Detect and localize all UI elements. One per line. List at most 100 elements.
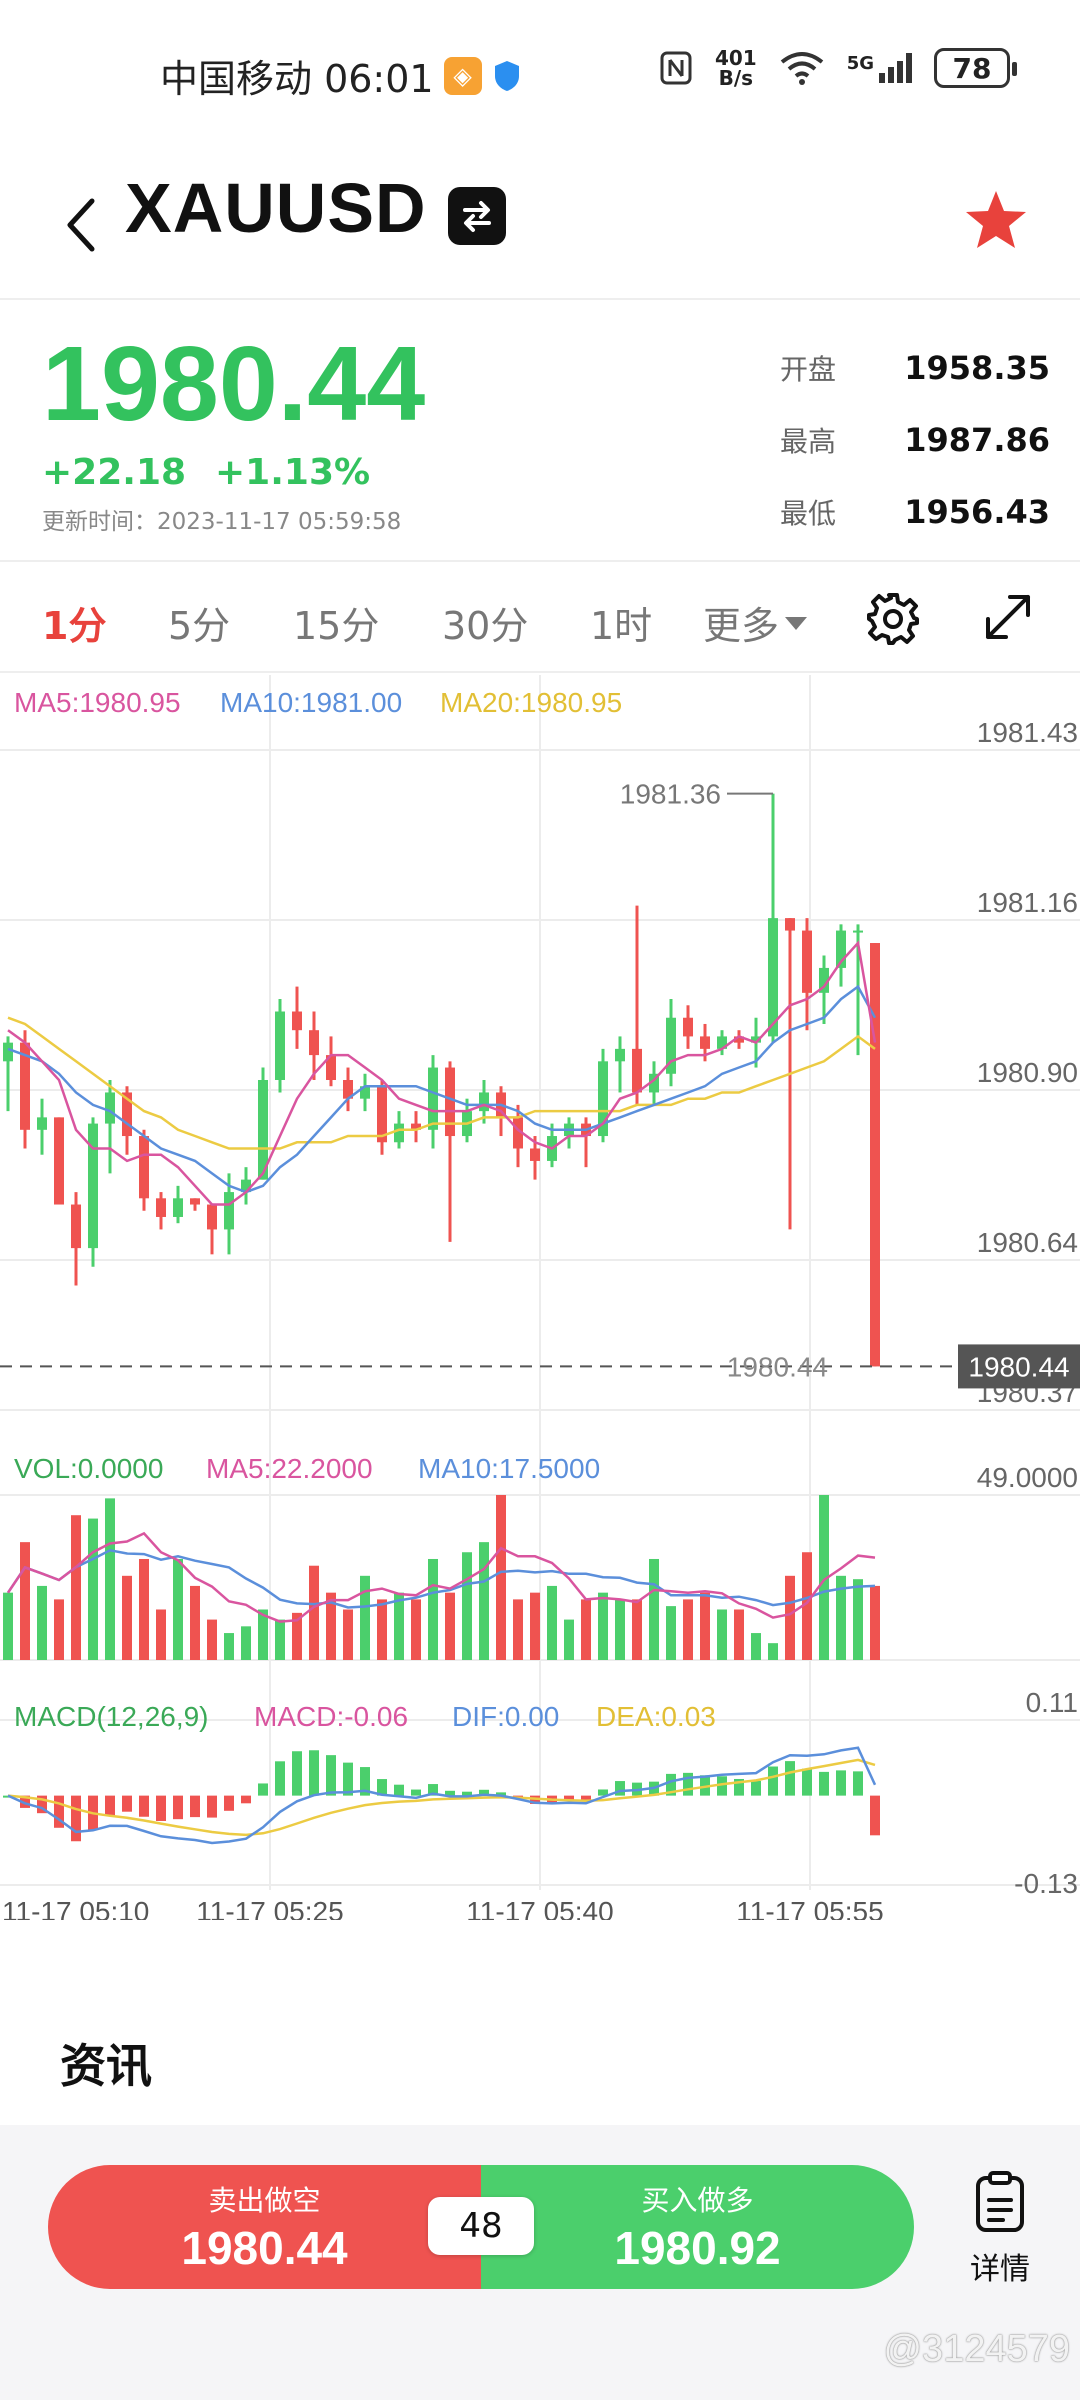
vol-axis-label: 49.0000 <box>977 1462 1078 1493</box>
details-button[interactable]: 详情 <box>955 2170 1045 2290</box>
volume-bar <box>71 1515 81 1660</box>
period-tabs: 1分 5分 15分 30分 1时 更多 <box>0 565 1080 673</box>
macd-bar <box>564 1795 574 1801</box>
candle-body <box>207 1204 217 1230</box>
candle-body <box>394 1123 404 1143</box>
buy-price: 1980.92 <box>614 2222 781 2274</box>
volume-bar <box>649 1558 659 1660</box>
shield-icon <box>494 60 519 91</box>
volume-bar <box>3 1592 13 1660</box>
current-price-tag-bg <box>958 1344 1080 1389</box>
macd-bar <box>734 1778 744 1796</box>
volume-bar <box>105 1498 115 1660</box>
tab-30min[interactable]: 30分 <box>442 604 529 648</box>
macd-bar <box>190 1795 200 1818</box>
candle-body <box>666 1017 676 1074</box>
tab-1hour[interactable]: 1时 <box>590 604 653 648</box>
tab-5min[interactable]: 5分 <box>168 604 231 648</box>
sell-short-button[interactable]: 卖出做空 1980.44 <box>48 2165 481 2289</box>
macd-bar <box>241 1795 251 1804</box>
candle-body <box>3 1042 13 1062</box>
macd-bar <box>54 1795 64 1828</box>
candle-body <box>275 1011 285 1080</box>
macd-bar <box>411 1789 421 1796</box>
macd-bar <box>360 1767 370 1796</box>
macd-axis-bottom: -0.13 <box>1014 1868 1078 1899</box>
ma10-line <box>7 984 877 1194</box>
macd-bar <box>496 1792 506 1796</box>
candle-body <box>836 930 846 968</box>
news-section-title[interactable]: 资讯 <box>60 2039 152 2093</box>
tab-more[interactable]: 更多 <box>703 595 809 650</box>
vol-ma5-legend: MA5:22.2000 <box>206 1453 373 1484</box>
volume-bar <box>666 1606 676 1660</box>
trade-buttons: 卖出做空 1980.44 买入做多 1980.92 <box>48 2165 914 2289</box>
volume-bar <box>343 1609 353 1660</box>
candle-body <box>190 1198 200 1205</box>
carrier-time: 中国移动 06:01 <box>160 57 434 101</box>
candle-body <box>241 1179 251 1193</box>
current-price: 1980.44 <box>42 325 426 443</box>
volume-bar <box>853 1579 863 1660</box>
chevron-left-icon <box>67 198 95 252</box>
buy-long-button[interactable]: 买入做多 1980.92 <box>481 2165 914 2289</box>
symbol-title: XAUUSD <box>125 169 427 247</box>
macd-bar <box>683 1772 693 1796</box>
high-row: 最高 1987.86 <box>780 404 1050 476</box>
watermark: @3124579 <box>883 2328 1070 2370</box>
ma5-legend: MA5:1980.95 <box>14 687 181 718</box>
candle-body <box>139 1136 149 1199</box>
volume-bar <box>241 1626 251 1660</box>
candle-body <box>717 1036 727 1049</box>
volume-bar <box>700 1592 710 1660</box>
candle-body <box>513 1117 523 1149</box>
header: XAUUSD <box>0 150 1080 300</box>
macd-title: MACD(12,26,9) <box>14 1701 209 1732</box>
dea-line <box>7 1758 876 1837</box>
net-speed: 401 B/s <box>714 46 757 90</box>
cell-signal-icon: 5G <box>847 53 912 83</box>
volume-bar <box>258 1609 268 1660</box>
volume-bar <box>20 1542 30 1660</box>
volume-bar <box>615 1599 625 1660</box>
candle-body <box>37 1117 47 1130</box>
macd-bar <box>105 1795 115 1816</box>
low-label: 最低 <box>780 497 837 530</box>
macd-value: MACD:-0.06 <box>254 1701 409 1732</box>
low-row: 最低 1956.43 <box>780 476 1050 548</box>
macd-bar <box>377 1779 387 1796</box>
candle-body <box>479 1092 489 1112</box>
tab-1min[interactable]: 1分 <box>42 604 107 648</box>
volume-bar <box>683 1599 693 1660</box>
volume-bar <box>870 1585 880 1660</box>
price-change-percent: +1.13% <box>215 452 371 493</box>
back-button[interactable] <box>50 180 110 270</box>
macd-axis-top: 0.11 <box>1026 1687 1078 1718</box>
kline-chart[interactable]: 1981.43 1981.16 1980.90 1980.64 1980.37 1981.… <box>0 675 1080 1920</box>
open-row: 开盘 1958.35 <box>780 332 1050 404</box>
open-value: 1958.35 <box>904 349 1050 387</box>
favorite-button[interactable] <box>956 180 1036 260</box>
swap-symbol-button[interactable] <box>448 187 506 245</box>
macd-bar <box>598 1789 608 1796</box>
macd-bar <box>870 1795 880 1836</box>
candle-body <box>802 930 812 993</box>
candle-body <box>411 1123 421 1130</box>
volume-bar <box>751 1633 761 1660</box>
volume-bar <box>88 1518 98 1660</box>
volume-bar <box>292 1612 302 1660</box>
ma20-line <box>7 1016 876 1150</box>
candle-body <box>360 1086 370 1099</box>
candle-body <box>54 1117 64 1205</box>
volume-bar <box>513 1599 523 1660</box>
macd-bar <box>224 1795 234 1811</box>
time-axis-label: 11-17 05:25 <box>196 1896 343 1920</box>
ma20-legend: MA20:1980.95 <box>440 687 623 718</box>
gear-icon[interactable] <box>863 589 923 649</box>
candle-body <box>615 1048 625 1062</box>
fullscreen-icon[interactable] <box>980 589 1036 645</box>
tab-15min[interactable]: 15分 <box>293 604 380 648</box>
macd-bar <box>394 1784 404 1796</box>
macd-bar <box>275 1761 285 1796</box>
current-price-tag: 1980.44 <box>968 1351 1069 1382</box>
